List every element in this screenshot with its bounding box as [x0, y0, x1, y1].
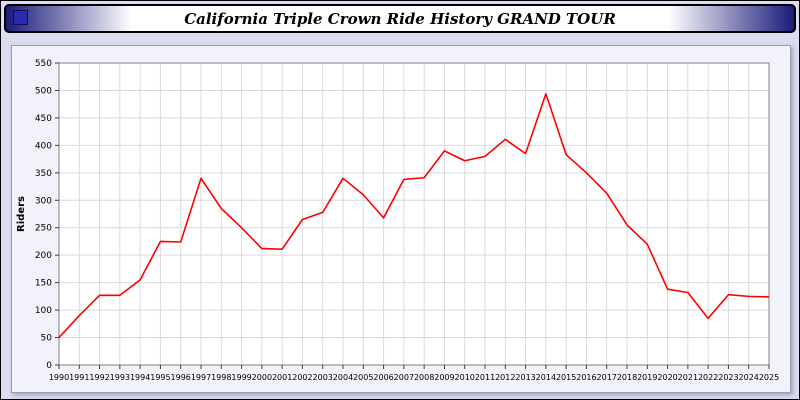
riders-line-series	[58, 92, 770, 339]
x-tick-label: 2010	[455, 373, 475, 382]
y-tick-label: 550	[35, 59, 52, 69]
x-tick-label: 2014	[536, 373, 556, 382]
x-tick-label: 2007	[394, 373, 414, 382]
x-tick-label: 1997	[191, 373, 211, 382]
y-tick-label: 400	[35, 141, 52, 151]
line-chart: 0 50 100 150 200 250 300 350 400 450 500 550 1990 199…	[13, 47, 789, 391]
x-tick-label: 2002	[292, 373, 312, 382]
x-tick-label: 2015	[556, 373, 576, 382]
x-tick-label: 2009	[434, 373, 454, 382]
x-tick-label: 2016	[576, 373, 596, 382]
y-tick-label: 500	[35, 86, 52, 96]
x-tick-label: 2001	[272, 373, 292, 382]
x-tick-label: 2025	[759, 373, 779, 382]
x-tick-label: 2024	[739, 373, 759, 382]
y-tick-label: 50	[41, 334, 53, 344]
x-tick-label: 2000	[252, 373, 272, 382]
x-tick-label: 1993	[110, 373, 130, 382]
y-tick-label: 100	[35, 306, 52, 316]
y-tick-label: 350	[35, 169, 52, 179]
x-tick-label: 2012	[495, 373, 515, 382]
x-tick-label: 1998	[211, 373, 231, 382]
x-tick-label: 1994	[130, 373, 150, 382]
y-tick-label: 250	[35, 224, 52, 234]
x-tick-label: 2023	[718, 373, 738, 382]
x-tick-label: 1999	[231, 373, 251, 382]
x-tick-label: 2004	[333, 373, 353, 382]
window-icon	[13, 10, 28, 25]
x-tick-label: 2008	[414, 373, 434, 382]
y-tick-label: 300	[35, 196, 52, 206]
x-tick-label: 2021	[678, 373, 698, 382]
x-tick-label: 2022	[698, 373, 718, 382]
x-tick-label: 2017	[597, 373, 617, 382]
x-tick-label: 1996	[171, 373, 191, 382]
x-tick-label: 2005	[353, 373, 373, 382]
x-tick-label: 2019	[637, 373, 657, 382]
x-tick-label: 2013	[515, 373, 535, 382]
y-tick-label: 200	[35, 251, 52, 261]
title-bar: California Triple Crown Ride History GRA…	[4, 4, 796, 33]
x-tick-label: 1990	[49, 373, 69, 382]
page-title: California Triple Crown Ride History GRA…	[184, 9, 616, 28]
y-axis-label: Riders	[16, 196, 27, 232]
x-tick-label: 2003	[313, 373, 333, 382]
chart-panel: 0 50 100 150 200 250 300 350 400 450 500 550 1990 199…	[11, 45, 791, 393]
x-tick-label: 1991	[69, 373, 89, 382]
x-tick-label: 2006	[373, 373, 393, 382]
y-tick-label: 0	[46, 361, 52, 371]
x-tick-label: 2011	[475, 373, 495, 382]
x-tick-label: 1992	[89, 373, 109, 382]
x-tick-label: 1995	[150, 373, 170, 382]
y-tick-label: 450	[35, 114, 52, 124]
y-tick-label: 150	[35, 279, 52, 289]
x-tick-label: 2018	[617, 373, 637, 382]
x-tick-label: 2020	[657, 373, 677, 382]
